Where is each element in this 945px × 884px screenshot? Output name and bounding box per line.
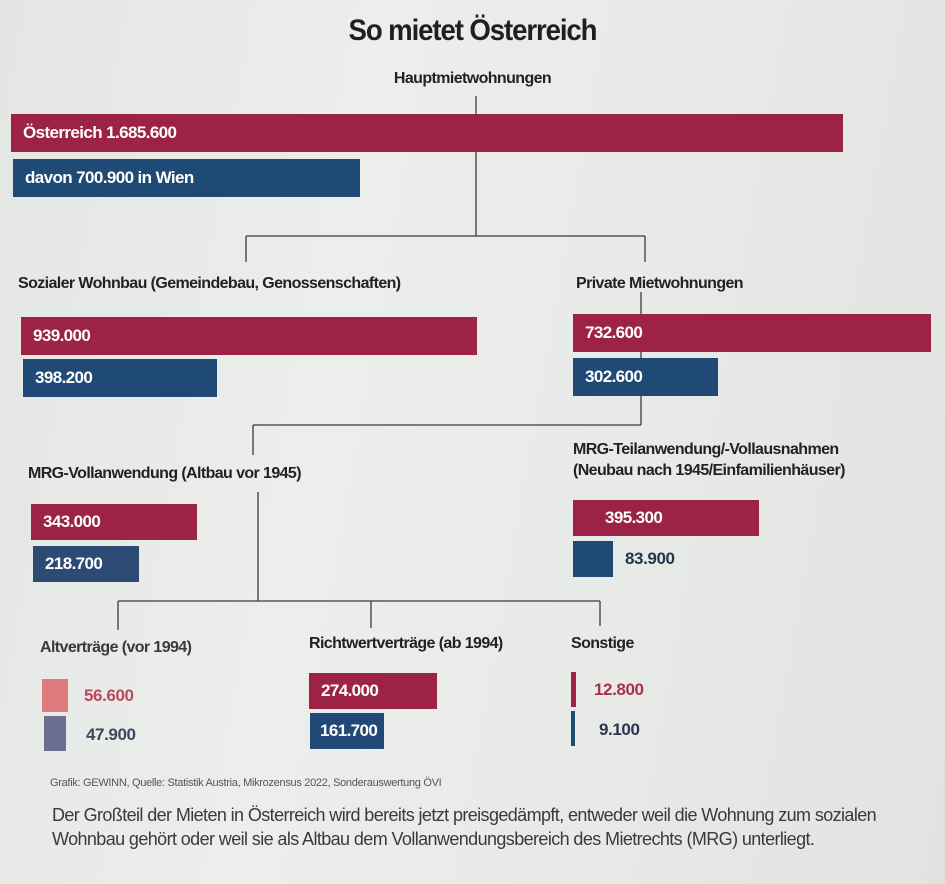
bar-sozial-austria: 939.000 — [21, 317, 477, 355]
bar-alt-austria — [42, 679, 68, 712]
heading-sonstige: Sonstige — [571, 635, 634, 652]
bar-mrgvoll-vienna: 218.700 — [33, 546, 139, 582]
bar-label: 395.300 — [605, 508, 663, 527]
bar-sonstige-vienna — [571, 711, 575, 746]
heading-mrg-vollanwendung: MRG-Vollanwendung (Altbau vor 1945) — [28, 465, 302, 482]
bar-label: 218.700 — [45, 554, 103, 573]
caption-text: Der Großteil der Mieten in Österreich wi… — [52, 805, 877, 849]
bar-alt-vienna — [44, 716, 66, 751]
bar-privat-austria: 732.600 — [573, 314, 931, 352]
heading-mrg-teilanwendung-line2: (Neubau nach 1945/Einfamilienhäuser) — [573, 462, 845, 479]
bar-total-austria: Österreich 1.685.600 — [11, 114, 843, 152]
chart-title: So mietet Österreich — [348, 14, 598, 47]
bar-label: 939.000 — [33, 326, 91, 345]
bar-mrgteil-vienna — [573, 541, 613, 577]
bar-richtwert-vienna: 161.700 — [310, 713, 384, 749]
bar-label: 302.600 — [585, 367, 643, 386]
bar-label: Österreich 1.685.600 — [23, 123, 177, 142]
bar-label: 398.200 — [35, 368, 93, 387]
label-mrgteil-vienna: 83.900 — [625, 549, 675, 568]
heading-mrg-teilanwendung-line1: MRG-Teilanwendung/-Vollausnahmen — [573, 441, 839, 458]
heading-richtwertvertraege: Richtwertverträge (ab 1994) — [309, 635, 503, 652]
label-alt-vienna: 47.900 — [86, 725, 136, 744]
bar-sozial-vienna: 398.200 — [23, 359, 217, 397]
source-note: Grafik: GEWINN, Quelle: Statistik Austri… — [50, 777, 442, 789]
label-sonstige-vienna: 9.100 — [599, 720, 640, 739]
bar-label: 274.000 — [321, 681, 379, 700]
chart-subtitle: Hauptmietwohnungen — [393, 70, 552, 87]
bar-label: 343.000 — [43, 512, 101, 531]
bar-sonstige-austria — [571, 672, 576, 707]
bar-label: 732.600 — [585, 323, 643, 342]
bar-label: 161.700 — [320, 721, 378, 740]
bar-label: davon 700.900 in Wien — [25, 168, 194, 187]
bar-richtwert-austria: 274.000 — [309, 673, 437, 709]
heading-sozialer-wohnbau: Sozialer Wohnbau (Gemeindebau, Genossens… — [18, 275, 401, 292]
bar-mrgteil-austria: 395.300 — [573, 500, 759, 536]
bar-total-vienna: davon 700.900 in Wien — [13, 159, 360, 197]
bar-mrgvoll-austria: 343.000 — [31, 504, 197, 540]
label-sonstige-austria: 12.800 — [594, 680, 644, 699]
heading-private-mietwohnungen: Private Mietwohnungen — [576, 275, 744, 292]
heading-altvertraege: Altverträge (vor 1994) — [40, 639, 192, 656]
bar-privat-vienna: 302.600 — [573, 358, 718, 396]
label-alt-austria: 56.600 — [84, 686, 134, 705]
